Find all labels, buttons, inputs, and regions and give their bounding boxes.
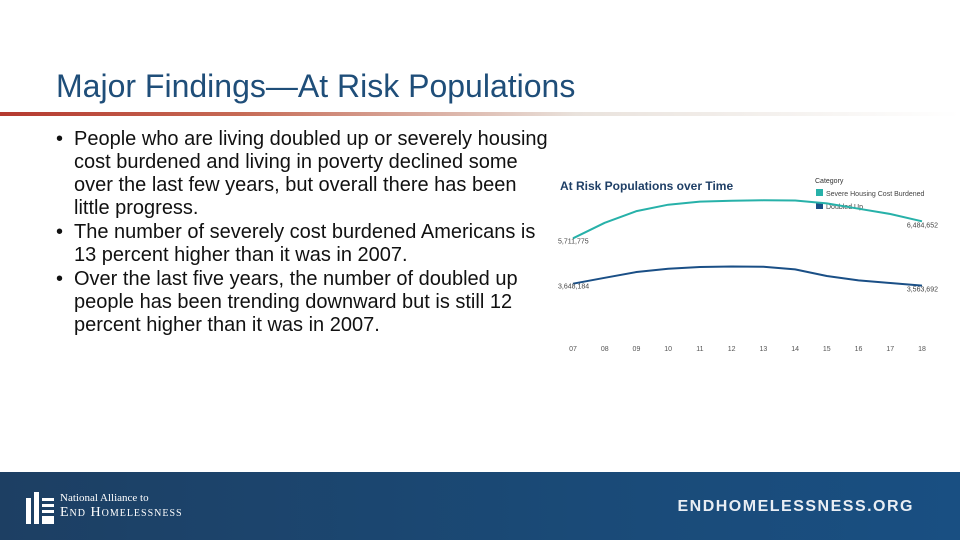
org-logo-text: National Alliance to End Homelessness — [60, 492, 183, 521]
x-tick-label: 10 — [664, 346, 672, 353]
org-name-line1: National Alliance to — [60, 492, 149, 504]
x-tick-label: 07 — [569, 346, 577, 353]
x-tick-label: 08 — [601, 346, 609, 353]
website-link[interactable]: ENDHOMELESSNESS.ORG — [677, 498, 914, 515]
series-line — [572, 199, 923, 240]
bullet-text: People who are living doubled up or seve… — [74, 128, 548, 219]
x-tick-label: 18 — [918, 346, 926, 353]
slide-title: Major Findings—At Risk Populations — [56, 68, 576, 104]
x-tick-label: 17 — [886, 346, 894, 353]
x-tick-label: 11 — [696, 346, 703, 353]
findings-list: • People who are living doubled up or se… — [54, 128, 554, 338]
alliance-logo-icon — [26, 492, 54, 524]
bullet-glyph: • — [56, 221, 64, 243]
title-divider — [0, 112, 960, 116]
x-tick-label: 09 — [633, 346, 641, 353]
series-end-label: 6,484,652 — [907, 222, 938, 229]
legend-swatch — [816, 202, 823, 209]
x-tick-label: 15 — [823, 346, 831, 353]
bullet-glyph: • — [56, 268, 64, 290]
x-tick-label: 16 — [855, 346, 863, 353]
chart-title: At Risk Populations over Time — [560, 179, 733, 193]
bullet-text: Over the last five years, the number of … — [74, 268, 518, 336]
legend-label: Doubled Up — [826, 204, 863, 211]
bullet-item: • Over the last five years, the number o… — [54, 268, 554, 337]
org-name-line2: End Homelessness — [60, 505, 183, 520]
footer-bar: National Alliance to End Homelessness EN… — [0, 472, 960, 540]
legend-swatch — [816, 189, 823, 196]
x-tick-label: 14 — [791, 346, 799, 353]
legend-title: Category — [815, 178, 844, 185]
x-tick-label: 13 — [759, 346, 767, 353]
bullet-item: • The number of severely cost burdened A… — [54, 221, 554, 267]
series-start-label: 3,648,184 — [558, 284, 589, 291]
series-start-label: 5,711,775 — [558, 238, 589, 245]
series-line — [572, 265, 923, 287]
bullet-text: The number of severely cost burdened Ame… — [74, 221, 536, 266]
legend-label: Severe Housing Cost Burdened — [826, 191, 925, 198]
bullet-glyph: • — [56, 128, 64, 150]
x-tick-label: 12 — [728, 346, 736, 353]
line-chart-svg: At Risk Populations over Time Category Sev… — [558, 178, 938, 353]
bullet-item: • People who are living doubled up or se… — [54, 128, 554, 220]
at-risk-chart: At Risk Populations over Time Category Sev… — [540, 168, 960, 363]
series-end-label: 3,563,692 — [907, 287, 938, 294]
